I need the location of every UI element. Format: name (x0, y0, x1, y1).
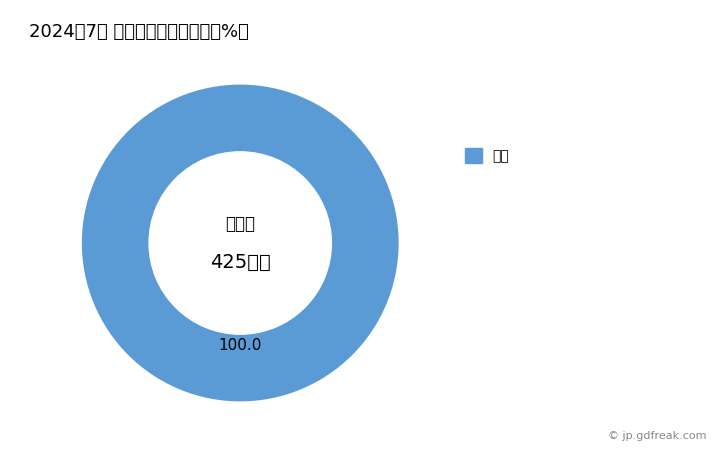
Wedge shape (82, 85, 399, 401)
Legend: 米国: 米国 (465, 148, 510, 163)
Text: © jp.gdfreak.com: © jp.gdfreak.com (608, 431, 706, 441)
Text: 100.0: 100.0 (218, 338, 262, 353)
Text: 総　額: 総 額 (225, 215, 256, 233)
Text: 425万円: 425万円 (210, 252, 271, 271)
Text: 2024年7月 輸出相手国のシェア（%）: 2024年7月 輸出相手国のシェア（%） (29, 22, 249, 40)
